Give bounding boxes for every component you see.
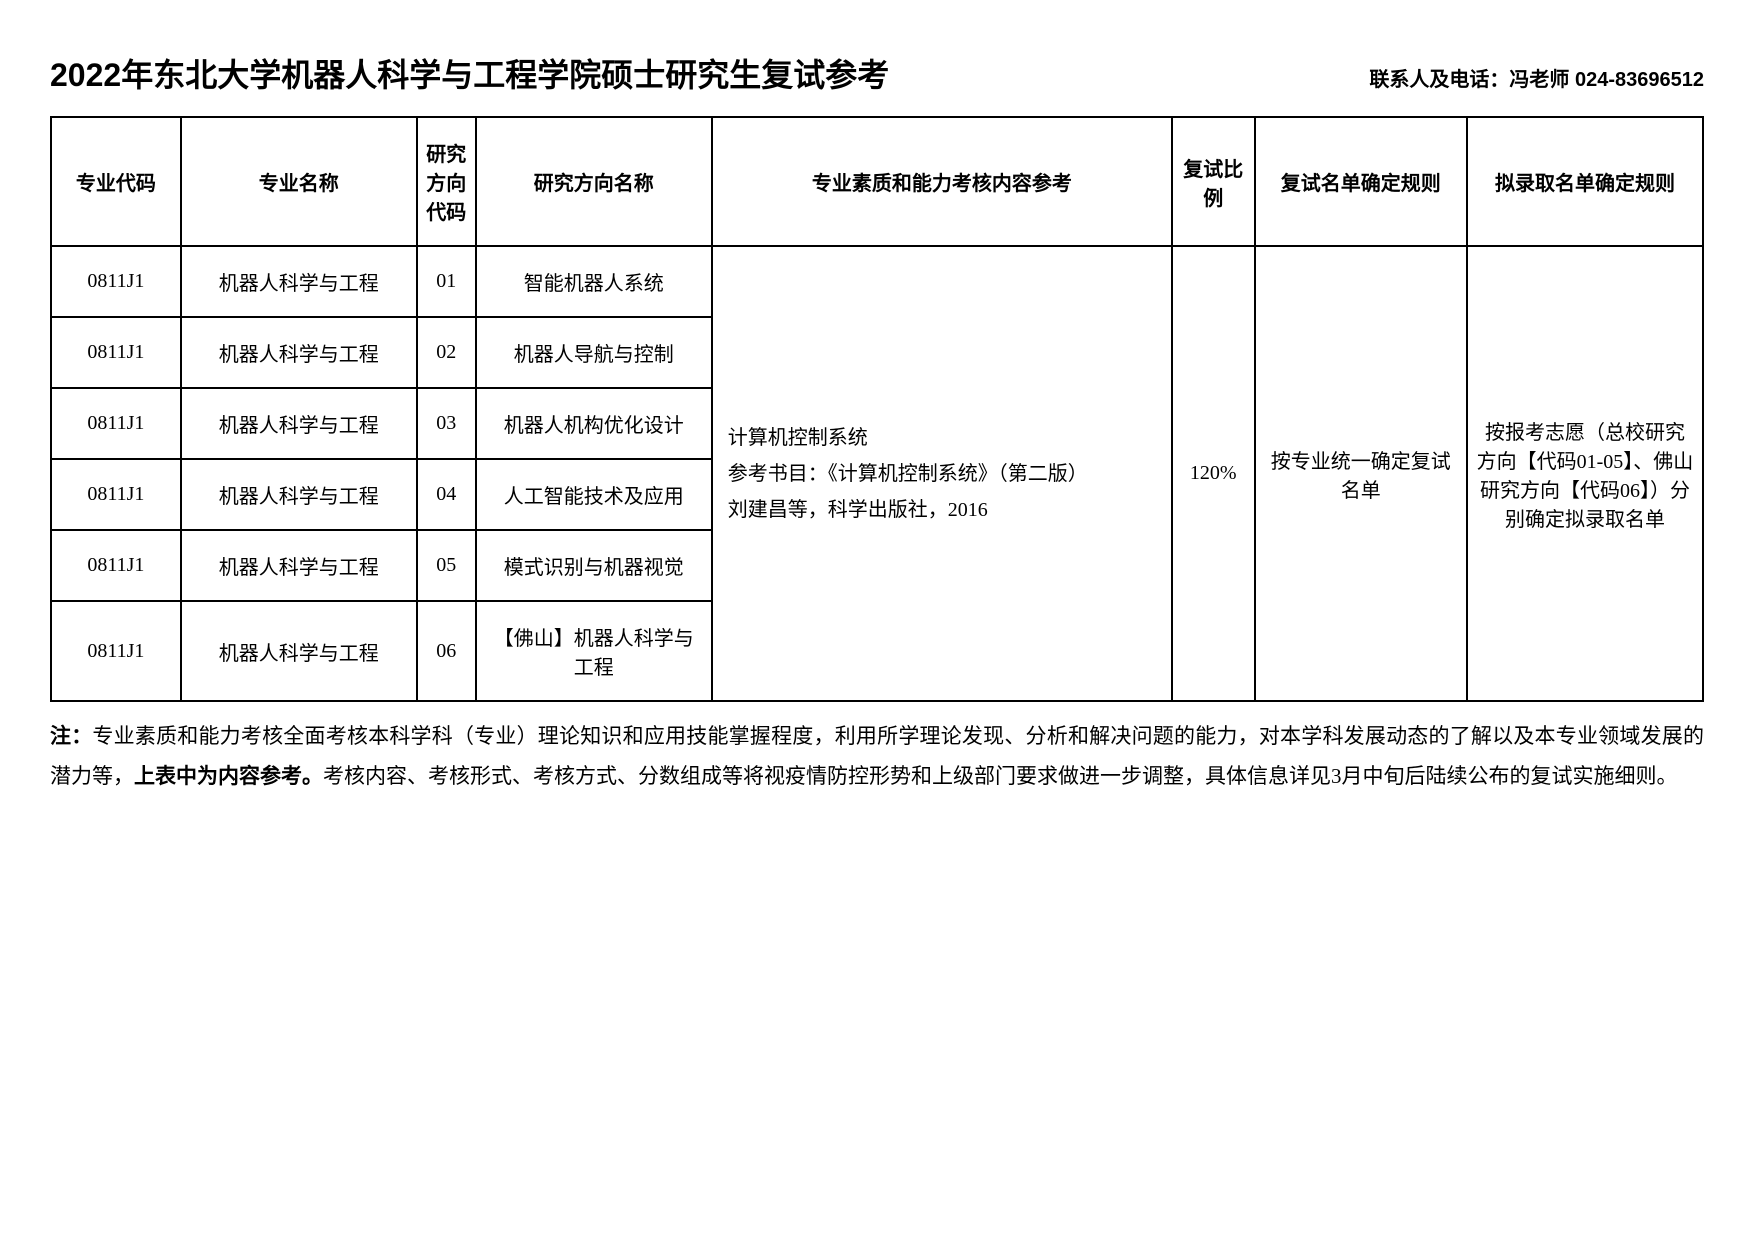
note-prefix: 注： <box>50 725 92 748</box>
cell-dirname: 人工智能技术及应用 <box>476 459 712 530</box>
content-line3: 刘建昌等，科学出版社，2016 <box>728 492 1163 528</box>
cell-content-merged: 计算机控制系统 参考书目：《计算机控制系统》（第二版） 刘建昌等，科学出版社，2… <box>712 246 1172 701</box>
contact-info: 联系人及电话：冯老师 024-83696512 <box>1369 63 1704 92</box>
note-part2: 考核内容、考核形式、考核方式、分数组成等将视疫情防控形势和上级部门要求做进一步调… <box>323 764 1678 788</box>
cell-ratio-merged: 120% <box>1172 246 1255 701</box>
cell-name: 机器人科学与工程 <box>181 459 417 530</box>
cell-code: 0811J1 <box>51 530 181 601</box>
th-dirnum: 研究方向代码 <box>417 117 476 246</box>
content-line1: 计算机控制系统 <box>728 420 1163 456</box>
cell-dirname: 智能机器人系统 <box>476 246 712 317</box>
th-ratio: 复试比例 <box>1172 117 1255 246</box>
cell-code: 0811J1 <box>51 317 181 388</box>
cell-code: 0811J1 <box>51 459 181 530</box>
th-content: 专业素质和能力考核内容参考 <box>712 117 1172 246</box>
cell-code: 0811J1 <box>51 246 181 317</box>
cell-dirname: 机器人机构优化设计 <box>476 388 712 459</box>
cell-dirnum: 01 <box>417 246 476 317</box>
cell-dirname: 模式识别与机器视觉 <box>476 530 712 601</box>
table-header-row: 专业代码 专业名称 研究方向代码 研究方向名称 专业素质和能力考核内容参考 复试… <box>51 117 1703 246</box>
cell-name: 机器人科学与工程 <box>181 530 417 601</box>
page-header: 2022年东北大学机器人科学与工程学院硕士研究生复试参考 联系人及电话：冯老师 … <box>50 50 1704 96</box>
cell-dirnum: 06 <box>417 601 476 701</box>
th-rule1: 复试名单确定规则 <box>1255 117 1467 246</box>
content-line2: 参考书目：《计算机控制系统》（第二版） <box>728 456 1163 492</box>
cell-dirnum: 02 <box>417 317 476 388</box>
th-code: 专业代码 <box>51 117 181 246</box>
th-dirname: 研究方向名称 <box>476 117 712 246</box>
cell-dirname: 【佛山】机器人科学与工程 <box>476 601 712 701</box>
cell-name: 机器人科学与工程 <box>181 601 417 701</box>
cell-dirname: 机器人导航与控制 <box>476 317 712 388</box>
cell-rule1-merged: 按专业统一确定复试名单 <box>1255 246 1467 701</box>
cell-name: 机器人科学与工程 <box>181 317 417 388</box>
cell-dirnum: 04 <box>417 459 476 530</box>
cell-code: 0811J1 <box>51 388 181 459</box>
footnote: 注：专业素质和能力考核全面考核本科学科（专业）理论知识和应用技能掌握程度，利用所… <box>50 717 1704 797</box>
th-rule2: 拟录取名单确定规则 <box>1467 117 1703 246</box>
table-row: 0811J1 机器人科学与工程 01 智能机器人系统 计算机控制系统 参考书目：… <box>51 246 1703 317</box>
admissions-table: 专业代码 专业名称 研究方向代码 研究方向名称 专业素质和能力考核内容参考 复试… <box>50 116 1704 702</box>
cell-code: 0811J1 <box>51 601 181 701</box>
cell-dirnum: 03 <box>417 388 476 459</box>
cell-name: 机器人科学与工程 <box>181 388 417 459</box>
cell-dirnum: 05 <box>417 530 476 601</box>
cell-name: 机器人科学与工程 <box>181 246 417 317</box>
note-bold: 上表中为内容参考。 <box>134 765 323 788</box>
th-name: 专业名称 <box>181 117 417 246</box>
page-title: 2022年东北大学机器人科学与工程学院硕士研究生复试参考 <box>50 50 889 96</box>
cell-rule2-merged: 按报考志愿（总校研究方向【代码01-05】、佛山研究方向【代码06】）分别确定拟… <box>1467 246 1703 701</box>
